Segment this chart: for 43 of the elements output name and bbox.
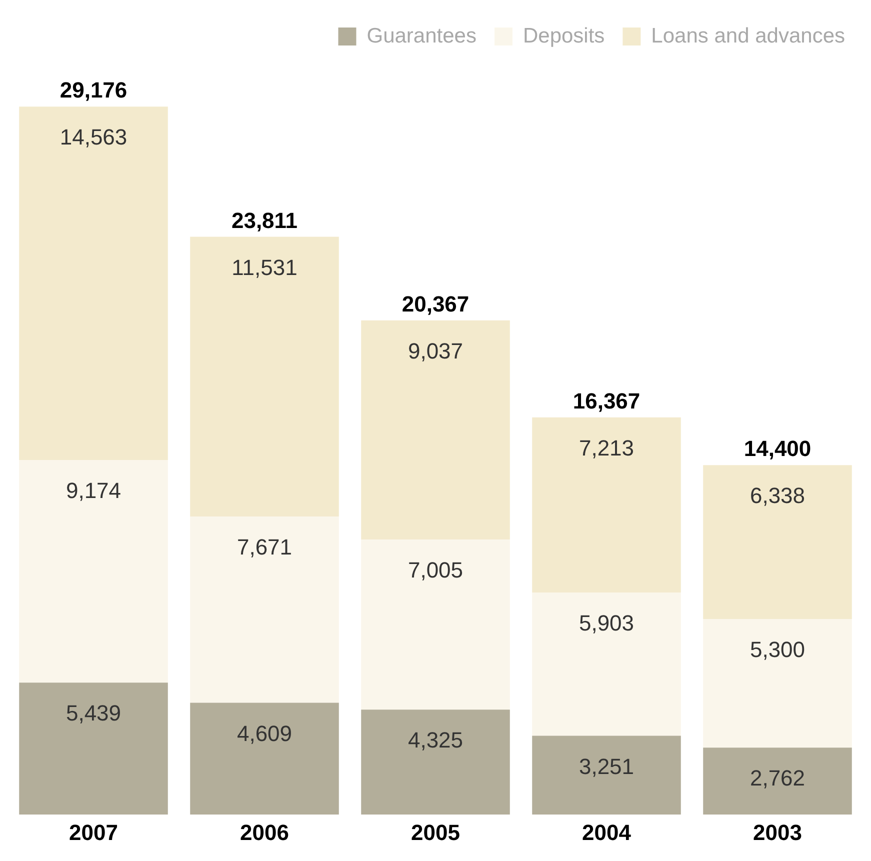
bar [361, 540, 510, 710]
bar [19, 682, 168, 815]
total-label: 16,367 [572, 388, 640, 414]
data-label: 11,531 [232, 254, 298, 280]
bar [361, 320, 510, 540]
bar [703, 748, 852, 815]
x-tick-label: 2003 [753, 820, 802, 845]
bar [532, 592, 681, 736]
bar [703, 465, 852, 619]
data-label: 6,338 [750, 483, 806, 508]
bar [19, 106, 168, 460]
data-label: 5,300 [750, 637, 806, 662]
data-label: 9,174 [66, 478, 122, 504]
bar [190, 236, 339, 517]
total-label: 20,367 [402, 291, 470, 316]
data-label: 7,671 [236, 534, 292, 560]
legend-label: Deposits [522, 24, 605, 48]
legend-label: Loans and advances [651, 24, 846, 48]
bar [19, 460, 168, 683]
data-label: 7,213 [578, 435, 634, 460]
legend-label: Guarantees [366, 24, 476, 48]
total-label: 14,400 [744, 436, 812, 462]
bar [703, 618, 852, 748]
bar [532, 417, 681, 592]
data-label: 2,762 [750, 766, 806, 791]
x-tick-label: 2006 [240, 820, 289, 845]
data-label: 3,251 [578, 754, 634, 779]
x-tick-label: 2004 [582, 820, 632, 845]
data-label: 4,325 [408, 728, 464, 753]
total-label: 23,811 [231, 208, 298, 233]
bar [361, 710, 510, 815]
data-label: 5,439 [66, 700, 122, 726]
data-label: 9,037 [408, 338, 464, 364]
x-tick-label: 2007 [69, 820, 118, 845]
bar [190, 516, 339, 703]
bar [532, 736, 681, 815]
total-label: 29,176 [60, 78, 128, 103]
bar [190, 702, 339, 815]
data-label: 7,005 [408, 558, 464, 583]
data-label: 4,609 [236, 720, 292, 746]
data-label: 14,563 [60, 124, 128, 150]
data-label: 5,903 [578, 610, 634, 636]
x-tick-label: 2005 [411, 820, 460, 845]
